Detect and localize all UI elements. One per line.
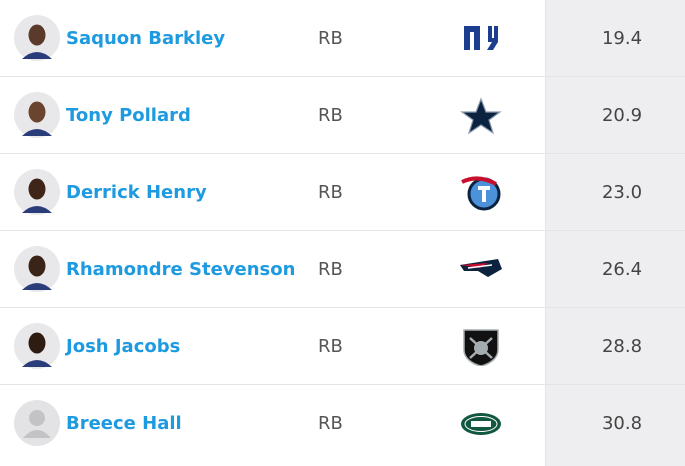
position: RB [318,105,343,126]
player-name[interactable]: Derrick Henry [66,182,207,203]
team-logo [464,26,498,50]
player-name[interactable]: Josh Jacobs [66,336,181,357]
team-logo [460,97,502,135]
value: 23.0 [601,182,643,203]
value: 30.8 [601,413,643,434]
team-logo [461,413,501,435]
value: 28.8 [601,336,643,357]
team-logo [461,176,501,211]
position: RB [318,336,343,357]
player-avatar [14,169,60,215]
player-name[interactable]: Tony Pollard [66,105,191,126]
position: RB [318,182,343,203]
player-row: Saquon Barkley RB 19.4 [0,0,685,77]
player-row: Josh Jacobs RB 28.8 [0,308,685,385]
position: RB [318,259,343,280]
player-avatar [14,246,60,292]
player-row: Derrick Henry RB 23.0 [0,154,685,231]
team-logo [460,259,502,277]
position: RB [318,413,343,434]
player-avatar [14,323,60,369]
value: 19.4 [601,28,643,49]
player-name[interactable]: Rhamondre Stevenson [66,259,296,280]
player-name[interactable]: Saquon Barkley [66,28,226,49]
player-avatar [14,400,60,446]
player-avatar [14,15,60,61]
value: 20.9 [601,105,643,126]
player-row: Rhamondre Stevenson RB 26.4 [0,231,685,308]
player-avatar [14,92,60,138]
player-row: Tony Pollard RB 20.9 [0,77,685,154]
player-name[interactable]: Breece Hall [66,413,182,434]
value-column-shade [545,0,685,466]
position: RB [318,28,343,49]
value: 26.4 [601,259,643,280]
player-row: Breece Hall RB 30.8 [0,385,685,462]
team-logo [463,329,499,366]
